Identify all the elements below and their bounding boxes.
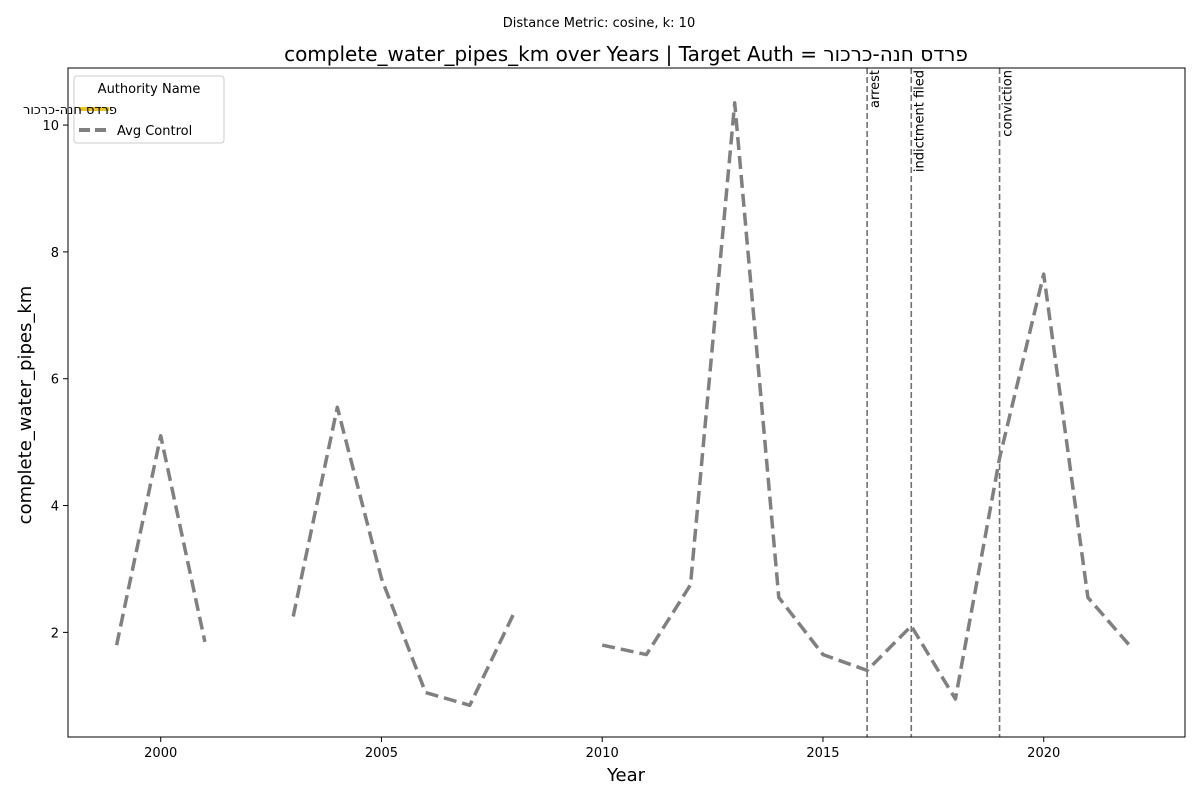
figure-suptitle: Distance Metric: cosine, k: 10 [503,16,695,31]
chart-title: complete_water_pipes_km over Years | Tar… [284,42,968,66]
event-label-2: conviction [1001,70,1016,137]
y-tick-label-10: 10 [42,119,59,134]
x-tick-label-2005: 2005 [365,746,398,761]
x-tick-label-2000: 2000 [144,746,177,761]
event-label-1: indictment filed [912,70,927,172]
legend-label-target: פרדס חנה-כרכור [23,103,117,118]
plot-frame [67,67,1186,738]
series-line-1-segment-1 [291,405,516,708]
y-tick-label-8: 8 [51,246,59,261]
plot-area: arrest indictment filed conviction 2000 2005… [42,67,1186,761]
x-tick-label-2010: 2010 [586,746,619,761]
y-tick-label-4: 4 [51,500,59,515]
legend-title: Authority Name [98,82,201,97]
legend-box [73,75,225,144]
series-line-1-segment-2 [601,101,1134,701]
y-axis-label: complete_water_pipes_km [15,286,36,525]
y-tick-label-6: 6 [51,373,59,388]
event-label-0: arrest [868,70,883,108]
legend: Authority Name פרדס חנה-כרכור Avg Contro… [23,75,225,144]
x-tick-label-2015: 2015 [806,746,839,761]
x-axis-label: Year [606,765,646,786]
legend-label-avg-control: Avg Control [117,124,192,139]
series-line-1-segment-0 [114,434,207,646]
x-tick-label-2020: 2020 [1027,746,1060,761]
y-tick-label-2: 2 [51,626,59,641]
